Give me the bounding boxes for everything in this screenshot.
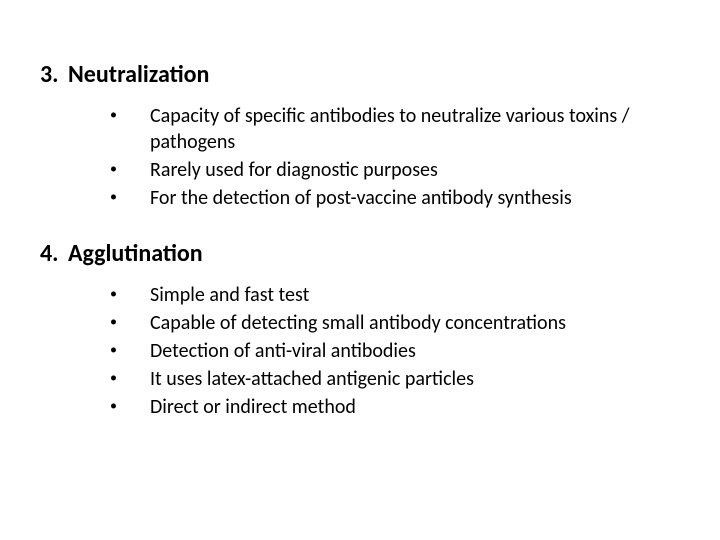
list-item: • Direct or indirect method	[110, 394, 680, 420]
heading-title: Agglutination	[68, 239, 203, 268]
list-item: • It uses latex-attached antigenic parti…	[110, 366, 680, 392]
heading-neutralization: 3. Neutralization	[40, 60, 680, 89]
section-agglutination: 4. Agglutination • Simple and fast test …	[40, 239, 680, 420]
bullet-icon: •	[110, 366, 150, 387]
bullet-icon: •	[110, 310, 150, 331]
bullet-icon: •	[110, 103, 150, 124]
heading-title: Neutralization	[68, 60, 209, 89]
bullet-icon: •	[110, 157, 150, 178]
section-neutralization: 3. Neutralization • Capacity of specific…	[40, 60, 680, 211]
list-item: • For the detection of post-vaccine anti…	[110, 185, 680, 211]
list-item: • Capacity of specific antibodies to neu…	[110, 103, 680, 155]
bullet-text: Detection of anti-viral antibodies	[150, 338, 680, 364]
bullet-icon: •	[110, 282, 150, 303]
bullet-icon: •	[110, 394, 150, 415]
bullet-text: For the detection of post-vaccine antibo…	[150, 185, 680, 211]
bullet-text: Direct or indirect method	[150, 394, 680, 420]
list-item: • Detection of anti-viral antibodies	[110, 338, 680, 364]
slide: 3. Neutralization • Capacity of specific…	[0, 0, 720, 540]
heading-number: 4.	[40, 239, 68, 268]
bullet-text: It uses latex-attached antigenic particl…	[150, 366, 680, 392]
list-item: • Simple and fast test	[110, 282, 680, 308]
bullet-list: • Simple and fast test • Capable of dete…	[40, 282, 680, 420]
bullet-text: Rarely used for diagnostic purposes	[150, 157, 680, 183]
bullet-text: Capable of detecting small antibody conc…	[150, 310, 680, 336]
bullet-icon: •	[110, 185, 150, 206]
list-item: • Rarely used for diagnostic purposes	[110, 157, 680, 183]
heading-number: 3.	[40, 60, 68, 89]
bullet-list: • Capacity of specific antibodies to neu…	[40, 103, 680, 211]
list-item: • Capable of detecting small antibody co…	[110, 310, 680, 336]
heading-agglutination: 4. Agglutination	[40, 239, 680, 268]
bullet-icon: •	[110, 338, 150, 359]
bullet-text: Capacity of specific antibodies to neutr…	[150, 103, 680, 155]
bullet-text: Simple and fast test	[150, 282, 680, 308]
